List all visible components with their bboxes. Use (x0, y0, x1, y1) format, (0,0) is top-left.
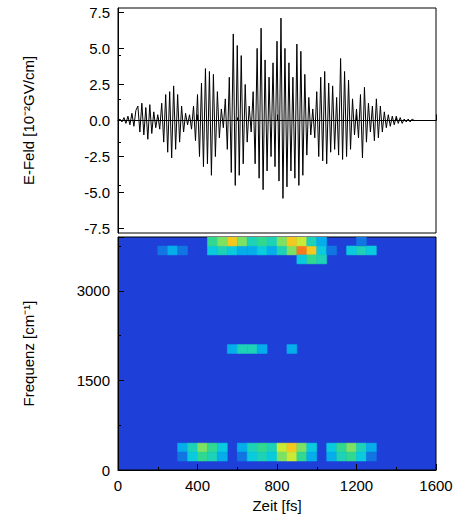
svg-text:0.0: 0.0 (89, 112, 110, 129)
svg-text:E-Feld [10⁻²GV/cm]: E-Feld [10⁻²GV/cm] (20, 56, 37, 185)
svg-text:1200: 1200 (340, 477, 373, 494)
svg-text:-7.5: -7.5 (84, 220, 110, 237)
svg-text:800: 800 (264, 477, 289, 494)
svg-text:Zeit [fs]: Zeit [fs] (252, 497, 301, 514)
svg-text:7.5: 7.5 (89, 4, 110, 21)
svg-text:3000: 3000 (77, 282, 110, 299)
svg-text:5.0: 5.0 (89, 40, 110, 57)
svg-text:-2.5: -2.5 (84, 148, 110, 165)
svg-text:0: 0 (114, 477, 122, 494)
svg-text:0: 0 (102, 462, 110, 479)
svg-text:1500: 1500 (77, 372, 110, 389)
svg-text:2.5: 2.5 (89, 76, 110, 93)
svg-text:-5.0: -5.0 (84, 184, 110, 201)
svg-text:400: 400 (185, 477, 210, 494)
svg-text:Frequenz [cm⁻¹]: Frequenz [cm⁻¹] (20, 301, 37, 407)
svg-text:1600: 1600 (419, 477, 452, 494)
